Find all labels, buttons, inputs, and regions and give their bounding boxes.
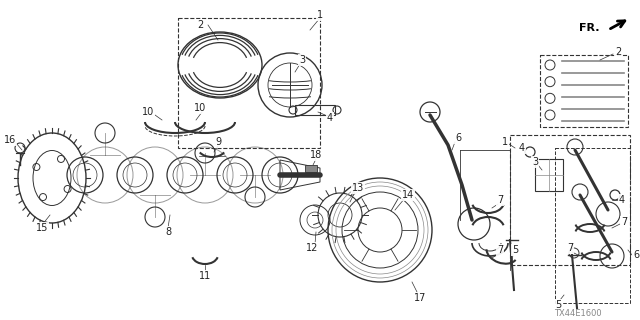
Text: 6: 6 bbox=[633, 250, 639, 260]
Text: FR.: FR. bbox=[579, 23, 600, 33]
Text: 10: 10 bbox=[194, 103, 206, 113]
Text: 9: 9 bbox=[215, 137, 221, 147]
Text: 1: 1 bbox=[502, 137, 508, 147]
Text: 13: 13 bbox=[352, 183, 364, 193]
Text: 18: 18 bbox=[310, 150, 322, 160]
Text: 2: 2 bbox=[615, 47, 621, 57]
Text: 1: 1 bbox=[317, 10, 323, 20]
Text: 2: 2 bbox=[197, 20, 203, 30]
Text: 4: 4 bbox=[327, 113, 333, 123]
Text: 5: 5 bbox=[512, 245, 518, 255]
Text: 8: 8 bbox=[165, 227, 171, 237]
FancyBboxPatch shape bbox=[305, 165, 317, 172]
Text: 17: 17 bbox=[414, 293, 426, 303]
Text: 14: 14 bbox=[402, 190, 414, 200]
Text: 3: 3 bbox=[532, 157, 538, 167]
Text: 5: 5 bbox=[555, 300, 561, 310]
Text: 11: 11 bbox=[199, 271, 211, 281]
Text: 4: 4 bbox=[619, 195, 625, 205]
Text: 7: 7 bbox=[621, 217, 627, 227]
Text: 7: 7 bbox=[567, 243, 573, 253]
Text: 3: 3 bbox=[299, 55, 305, 65]
Text: TX44E1600: TX44E1600 bbox=[554, 308, 602, 317]
Text: 6: 6 bbox=[455, 133, 461, 143]
Text: 15: 15 bbox=[36, 223, 48, 233]
Text: 12: 12 bbox=[306, 243, 318, 253]
Text: 10: 10 bbox=[142, 107, 154, 117]
Text: 4: 4 bbox=[519, 143, 525, 153]
Text: 7: 7 bbox=[497, 195, 503, 205]
Text: 16: 16 bbox=[4, 135, 16, 145]
Text: 7: 7 bbox=[497, 245, 503, 255]
